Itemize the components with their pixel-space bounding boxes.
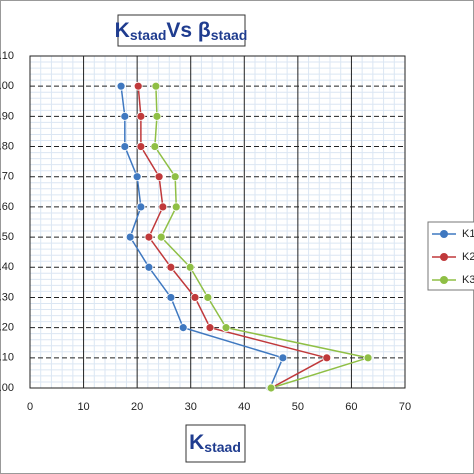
point [120,111,130,121]
point [125,232,135,242]
y-tick-label: 1.10 [0,50,14,62]
point [136,111,146,121]
x-tick-label: 60 [345,401,357,413]
y-tick-label: 0.90 [0,110,14,122]
x-tick-label: 40 [238,401,250,413]
point [185,262,195,272]
point [171,202,181,212]
y-tick-label: 0.50 [0,231,14,243]
title-subscript: staad [204,439,241,455]
x-tick-label: 0 [27,401,33,413]
chart-title: KstaadVs βstaad [115,19,248,43]
point [144,262,154,272]
point [144,232,154,242]
title-subscript: staad [130,27,167,43]
point [150,142,160,151]
y-tick-label: 0.70 [0,171,14,183]
point [136,202,146,212]
x-tick-label: 20 [131,401,143,413]
y-tick-label: 0.00 [0,382,14,394]
x-axis-title: Kstaad [189,431,241,455]
y-tick-label: 0.60 [0,201,14,213]
point [221,323,231,333]
point [136,142,146,151]
point [278,353,288,363]
point [133,81,143,91]
y-tick-label: 0.80 [0,140,14,152]
point [363,353,373,363]
y-tick-label: 0.30 [0,291,14,303]
legend-marker [440,276,448,284]
x-tick-label: 10 [77,401,89,413]
point [266,383,276,393]
x-tick-label: 70 [399,401,411,413]
legend-marker [440,253,448,261]
y-tick-label: 0.10 [0,352,14,364]
title-part: Vs β [166,19,211,42]
x-title-box [185,424,246,463]
point [116,81,126,91]
y-tick-label: 0.20 [0,322,14,334]
legend-label: K1 [462,228,474,240]
title-box [117,14,246,47]
point [166,262,176,272]
legend-marker [440,230,448,238]
point [166,293,176,302]
point [203,293,213,302]
x-tick-label: 30 [185,401,197,413]
legend-label: K2 [462,251,474,263]
point [132,172,142,182]
x-tick-label: 50 [292,401,304,413]
point [158,202,168,212]
title-part: K [189,431,204,454]
y-tick-label: 1.00 [0,80,14,92]
point [152,111,162,121]
point [156,232,166,242]
point [322,353,332,363]
point [120,142,130,151]
point [190,293,200,302]
title-part: K [115,19,130,42]
point [205,323,215,333]
plot-border [29,55,406,389]
point [178,323,188,333]
title-subscript: staad [211,27,248,43]
point [151,81,161,91]
point [170,172,180,182]
point [154,172,164,182]
y-tick-label: 0.40 [0,261,14,273]
legend-label: K3 [462,274,474,286]
